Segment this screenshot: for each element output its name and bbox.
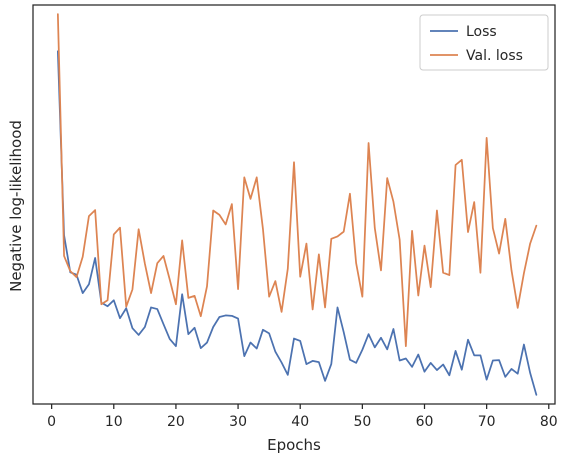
x-axis-label: Epochs <box>267 436 321 454</box>
x-tick-label: 70 <box>478 414 496 430</box>
plot-frame <box>32 4 556 405</box>
x-tick-label: 0 <box>47 414 56 430</box>
x-tick-label: 40 <box>291 414 309 430</box>
series-line-val-loss <box>56 13 538 348</box>
x-tick-label: 10 <box>105 414 123 430</box>
x-tick-label: 30 <box>229 414 247 430</box>
series-line-loss <box>56 50 538 396</box>
x-axis-ticks: 0 10 20 30 40 50 60 70 80 <box>47 404 558 430</box>
legend-label-val-loss: Val. loss <box>466 48 523 64</box>
x-tick-label: 50 <box>353 414 371 430</box>
x-tick-label: 60 <box>416 414 434 430</box>
x-tick-label: 20 <box>167 414 185 430</box>
x-tick-label: 80 <box>540 414 558 430</box>
series-layer <box>56 13 538 396</box>
legend-frame <box>419 14 549 71</box>
legend-label-loss: Loss <box>466 24 497 40</box>
plot-background <box>33 5 555 404</box>
y-axis-label: Negative log-likelihood <box>7 120 25 292</box>
legend: Loss Val. loss <box>419 14 549 71</box>
